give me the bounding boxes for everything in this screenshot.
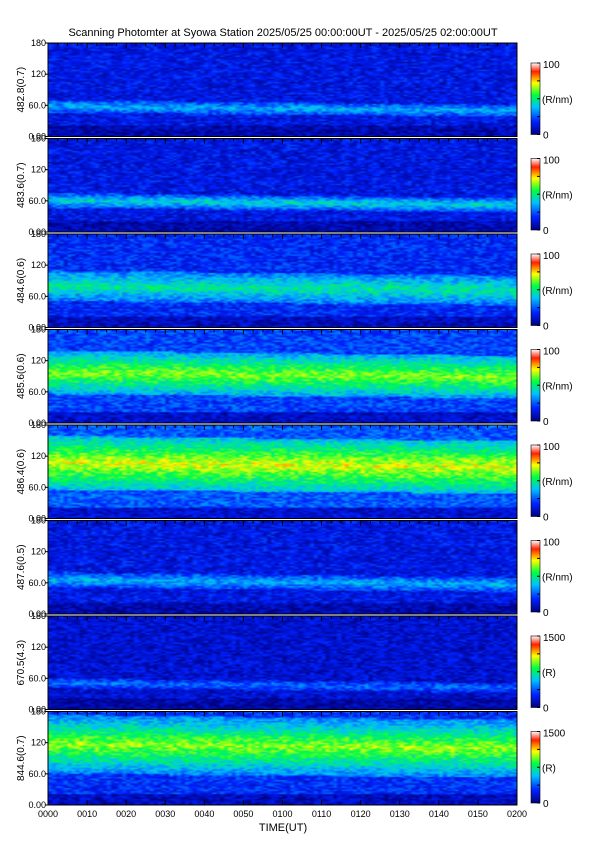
y-tick-label: 120 (31, 451, 46, 461)
y-tick-label: 0.00 (28, 132, 46, 142)
y-tick-label: 180 (31, 516, 46, 526)
colorbar-min-label: 0 (543, 131, 549, 142)
y-tick-label: 120 (31, 642, 46, 652)
heatmap-image (48, 329, 517, 423)
colorbar-min-label: 0 (543, 704, 549, 715)
x-tick-label: 0000 (38, 809, 58, 819)
colorbar-max-label: 1500 (543, 729, 566, 740)
heatmap-image (48, 234, 517, 328)
x-tick-label: 0130 (390, 809, 410, 819)
x-axis-label: TIME(UT) (259, 822, 307, 834)
y-tick-label: 0.00 (28, 418, 46, 428)
y-tick-label: 180 (31, 229, 46, 239)
colorbar-max-label: 100 (543, 442, 560, 453)
y-tick-label: 0.00 (28, 705, 46, 715)
heatmap-image (48, 425, 517, 519)
panel-2: 0.00 60.0 120 180 484.6(0.6) 100 0 (R/nm) (16, 229, 573, 333)
heatmap-image (48, 43, 517, 137)
y-axis-label: 483.6(0.7) (16, 162, 27, 208)
chart-title: Scanning Photomter at Syowa Station 2025… (68, 27, 497, 39)
y-tick-label: 120 (31, 356, 46, 366)
heatmap-image (48, 711, 517, 805)
y-tick-label: 0.00 (28, 227, 46, 237)
y-tick-label: 0.00 (28, 609, 46, 619)
colorbar-max-label: 100 (543, 60, 560, 71)
y-tick-label: 180 (31, 38, 46, 48)
x-tick-label: 0040 (194, 809, 214, 819)
panel-5: 0.00 60.0 120 180 487.6(0.5) 100 0 (R/nm) (16, 516, 573, 620)
y-tick-label: 60.0 (28, 196, 46, 206)
y-tick-label: 60.0 (28, 673, 46, 683)
colorbar-unit-label: (R) (542, 668, 556, 679)
colorbar-max-label: 100 (543, 251, 560, 262)
colorbar-unit-label: (R/nm) (542, 95, 573, 106)
y-tick-label: 0.00 (28, 514, 46, 524)
colorbar-unit-label: (R/nm) (542, 477, 573, 488)
y-axis-label: 487.6(0.5) (16, 544, 27, 590)
x-tick-label: 0100 (272, 809, 292, 819)
colorbar-min-label: 0 (543, 513, 549, 524)
heatmap-image (48, 616, 517, 710)
panel-6: 0.00 60.0 120 180 670.5(4.3) 1500 0 (R) (16, 611, 566, 715)
colorbar-min-label: 0 (543, 322, 549, 333)
y-axis-label: 482.8(0.7) (16, 67, 27, 113)
panel-4: 0.00 60.0 120 180 486.4(0.6) 100 0 (R/nm) (16, 420, 573, 524)
x-tick-label: 0010 (77, 809, 97, 819)
y-tick-label: 60.0 (28, 769, 46, 779)
panel-7: 0.00 60.0 120 180 844.6(0.7) 1500 0 (R) (16, 707, 566, 811)
y-tick-label: 60.0 (28, 387, 46, 397)
panel-0: 0.00 60.0 120 180 482.8(0.7) 100 0 (R/nm) (16, 38, 573, 142)
y-tick-label: 60.0 (28, 100, 46, 110)
colorbar-min-label: 0 (543, 226, 549, 237)
colorbar-unit-label: (R/nm) (542, 190, 573, 201)
y-tick-label: 0.00 (28, 800, 46, 810)
y-tick-label: 120 (31, 738, 46, 748)
y-tick-label: 180 (31, 420, 46, 430)
y-tick-label: 180 (31, 325, 46, 335)
colorbar-min-label: 0 (543, 608, 549, 619)
y-tick-label: 60.0 (28, 578, 46, 588)
x-tick-label: 0120 (351, 809, 371, 819)
y-tick-label: 120 (31, 547, 46, 557)
y-axis-label: 486.4(0.6) (16, 449, 27, 495)
colorbar-max-label: 100 (543, 538, 560, 549)
y-tick-label: 120 (31, 165, 46, 175)
x-tick-label: 0140 (429, 809, 449, 819)
y-tick-label: 0.00 (28, 323, 46, 333)
y-axis-label: 670.5(4.3) (16, 640, 27, 686)
y-tick-label: 180 (31, 707, 46, 717)
panel-3: 0.00 60.0 120 180 485.6(0.6) 100 0 (R/nm) (16, 325, 573, 429)
colorbar-min-label: 0 (543, 799, 549, 810)
colorbar-min-label: 0 (543, 417, 549, 428)
y-tick-label: 120 (31, 69, 46, 79)
x-tick-label: 0110 (312, 809, 331, 819)
y-tick-label: 120 (31, 260, 46, 270)
y-tick-label: 180 (31, 611, 46, 621)
x-tick-label: 0050 (233, 809, 253, 819)
colorbar-max-label: 1500 (543, 633, 566, 644)
y-axis-label: 844.6(0.7) (16, 735, 27, 781)
y-tick-label: 60.0 (28, 291, 46, 301)
x-tick-label: 0020 (116, 809, 136, 819)
x-tick-label: 0200 (507, 809, 527, 819)
y-tick-label: 60.0 (28, 482, 46, 492)
x-tick-label: 0150 (468, 809, 488, 819)
y-axis-label: 485.6(0.6) (16, 353, 27, 399)
colorbar-max-label: 100 (543, 156, 560, 167)
colorbar-unit-label: (R/nm) (542, 381, 573, 392)
panel-1: 0.00 60.0 120 180 483.6(0.7) 100 0 (R/nm) (16, 134, 573, 238)
colorbar-unit-label: (R) (542, 763, 556, 774)
y-tick-label: 180 (31, 134, 46, 144)
colorbar-unit-label: (R/nm) (542, 572, 573, 583)
colorbar-unit-label: (R/nm) (542, 286, 573, 297)
heatmap-image (48, 520, 517, 614)
colorbar-max-label: 100 (543, 347, 560, 358)
x-tick-label: 0030 (155, 809, 175, 819)
heatmap-image (48, 138, 517, 232)
y-axis-label: 484.6(0.6) (16, 258, 27, 304)
